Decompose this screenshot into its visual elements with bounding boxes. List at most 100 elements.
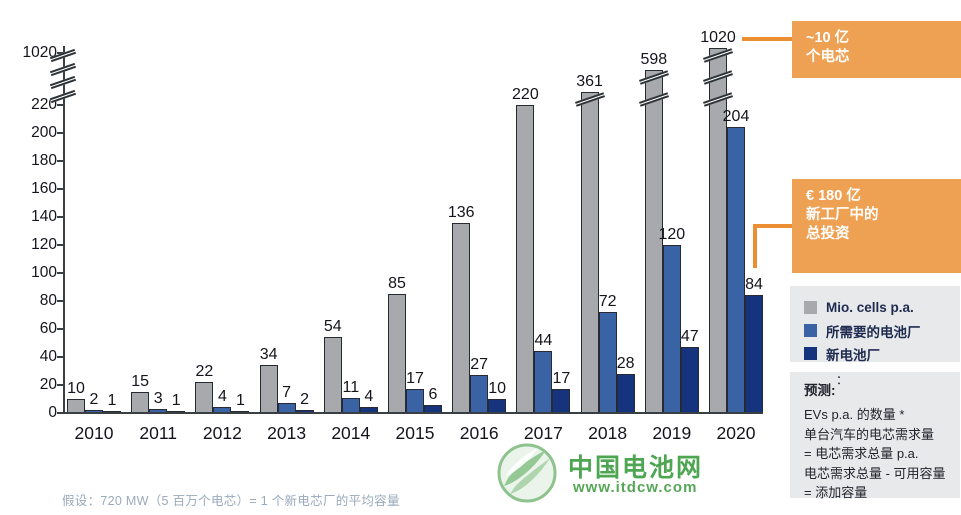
x-axis-year-label: 2018	[588, 423, 628, 443]
bar-value-label: 3	[153, 389, 163, 407]
bar-2018-series0	[580, 92, 599, 413]
callout-text-line: 新工厂中的	[806, 207, 879, 223]
bar-value-label: 22	[195, 363, 214, 381]
y-axis-tick	[57, 132, 64, 134]
x-axis-year-label: 2010	[74, 423, 114, 443]
forecast-heading: 预测:	[804, 383, 836, 398]
y-axis-tick	[57, 216, 64, 218]
chart-legend: Mio. cells p.a. 所需要的电池厂新电池厂	[790, 286, 960, 365]
bar-value-label: 204	[722, 108, 750, 126]
x-axis-year-label: 2020	[716, 423, 756, 443]
bar-value-label: 10	[488, 380, 507, 397]
callout-text-line: 总投资	[806, 226, 850, 242]
callout-text-line: 个电芯	[806, 49, 850, 65]
bar-2018-series2	[616, 373, 635, 413]
x-axis-year-label: 2013	[267, 423, 307, 443]
y-axis-tick	[57, 244, 64, 246]
y-axis-top-tick-label: 1020	[22, 44, 57, 61]
legend-item-0: Mio. cells p.a.	[804, 296, 954, 319]
y-axis-tick	[57, 272, 64, 274]
y-axis-tick-label: 100	[31, 264, 57, 281]
callout-investment-connector-vertical	[753, 224, 757, 268]
y-axis-tick	[57, 104, 64, 106]
bar-2015-series0	[388, 294, 406, 413]
forecast-line: 电芯需求总量 - 可用容量 = 添加容量	[804, 465, 946, 501]
bar-value-label: 47	[680, 328, 699, 346]
bar-value-label: 44	[534, 332, 553, 350]
assumption-footnote: 假设：720 MW（5 百万个电芯）= 1 个新电芯厂的平均容量	[62, 494, 400, 508]
legend-item-2: 新电池厂	[804, 342, 954, 365]
x-axis-year-label: 2019	[652, 423, 692, 443]
bar-value-label: 84	[745, 276, 763, 294]
y-axis-tick	[57, 188, 64, 190]
forecast-line: = 电芯需求总量 p.a.	[804, 446, 919, 461]
callout-cells-total: ~10 亿个电芯	[792, 21, 961, 78]
legend-swatch	[804, 324, 817, 337]
legend-swatch	[804, 301, 817, 314]
bar-value-label: 1	[235, 392, 245, 409]
bar-value-label: 220	[512, 86, 539, 103]
x-axis-year-label: 2016	[459, 423, 499, 443]
bar-2014-series0	[323, 337, 342, 413]
y-axis-tick-label: 180	[31, 152, 57, 169]
bar-value-label: 120	[658, 226, 686, 243]
forecast-line: EVs p.a. 的数量 *	[804, 407, 905, 422]
bar-value-label: 1	[107, 392, 117, 409]
legend-label: 所需要的电池厂	[826, 324, 921, 340]
y-axis-tick-label: 20	[39, 376, 57, 393]
y-axis-tick	[57, 300, 64, 302]
legend-label: Mio. cells p.a.	[826, 300, 914, 315]
bar-value-label: 6	[428, 385, 438, 403]
bar-value-label: 2	[89, 391, 99, 409]
bar-value-label: 54	[323, 318, 342, 336]
callout-text-line: € 180 亿	[806, 188, 861, 204]
callout-text-line: ~10 亿	[806, 30, 850, 46]
watermark-url: www.itdcw.com	[573, 479, 698, 496]
bar-2016-series0	[452, 222, 471, 413]
y-axis-tick-label: 80	[39, 292, 57, 309]
bar-value-label: 598	[640, 51, 668, 68]
bar-value-label: 11	[342, 378, 360, 396]
forecast-line: 单台汽车的电芯需求量	[804, 426, 935, 442]
bar-value-label: 361	[576, 73, 603, 90]
bar-2019-series2	[680, 347, 699, 413]
y-axis-tick-label: 200	[31, 124, 57, 141]
x-axis-year-label: 2011	[139, 423, 177, 443]
y-axis-tick-label: 160	[31, 180, 57, 197]
bar-2020-series2	[745, 295, 763, 413]
y-axis-tick	[57, 356, 64, 358]
callout-investment: € 180 亿新工厂中的总投资	[792, 179, 961, 273]
bar-value-label: 17	[406, 370, 424, 388]
forecast-lines: EVs p.a. 的数量 * 单台汽车的电芯需求量 = 电芯需求总量 p.a. 电芯需…	[804, 405, 950, 503]
x-axis-year-label: 2014	[331, 423, 371, 443]
y-axis-tick-label: 40	[39, 348, 57, 365]
bar-value-label: 136	[447, 203, 475, 221]
x-axis-year-label: 2015	[395, 423, 435, 443]
bar-value-label: 1020	[700, 29, 736, 46]
bar-value-label: 72	[598, 293, 617, 311]
bar-value-label: 85	[388, 275, 406, 292]
watermark: 中国电池网 www.itdcw.com	[496, 438, 726, 508]
bar-value-label: 15	[131, 373, 150, 390]
bar-value-label: 4	[217, 388, 227, 406]
x-axis-year-label: 2017	[523, 423, 563, 443]
y-axis-line	[63, 46, 65, 413]
forecast-stray-mark: ：	[836, 373, 849, 387]
x-axis-line	[57, 412, 763, 414]
callout-cells-connector-line	[742, 37, 792, 41]
bar-value-label: 10	[67, 380, 85, 397]
forecast-note-box: ： 预测: EVs p.a. 的数量 * 单台汽车的电芯需求量 = 电芯需求总量 p…	[790, 372, 960, 500]
bar-value-label: 4	[364, 388, 374, 406]
callout-investment-connector-horizontal	[753, 224, 792, 228]
y-axis-tick	[57, 328, 64, 330]
y-axis-tick-label: 60	[39, 320, 57, 337]
bar-value-label: 7	[282, 384, 292, 402]
y-axis-tick	[57, 384, 64, 386]
legend-swatch	[804, 347, 817, 360]
watermark-title: 中国电池网	[568, 454, 704, 482]
y-axis-tick-label: 140	[31, 208, 57, 225]
bar-2017-series2	[552, 389, 571, 413]
bar-value-label: 1	[171, 392, 181, 409]
legend-item-1: 所需要的电池厂	[804, 319, 954, 342]
